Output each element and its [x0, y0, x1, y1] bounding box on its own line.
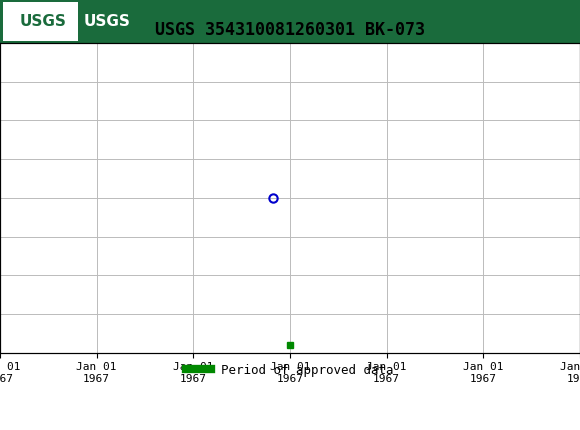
Title: USGS 354310081260301 BK-073: USGS 354310081260301 BK-073 — [155, 21, 425, 39]
FancyBboxPatch shape — [3, 2, 78, 41]
Text: USGS: USGS — [84, 14, 131, 29]
Text: USGS: USGS — [20, 14, 67, 29]
Legend: Period of approved data: Period of approved data — [181, 359, 399, 382]
FancyBboxPatch shape — [0, 0, 580, 43]
